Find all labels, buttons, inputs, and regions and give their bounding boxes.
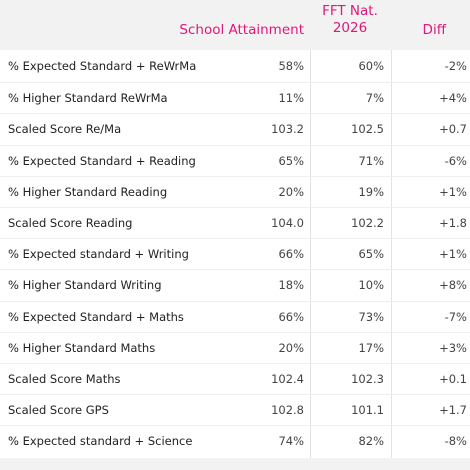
national-value: 82%: [358, 434, 384, 449]
diff-value: +1%: [439, 184, 467, 199]
diff-value: -6%: [444, 153, 467, 168]
diff-value: +1.7: [439, 403, 467, 418]
national-value: 102.2: [351, 216, 384, 230]
table-row: % Expected Standard + Reading 65% 71% -6%: [0, 144, 470, 176]
row-label: Scaled Score Maths: [8, 372, 121, 386]
national-value: 60%: [358, 59, 384, 73]
national-value: 17%: [358, 340, 384, 355]
row-label: % Expected Standard + Maths: [8, 309, 184, 324]
school-value: 65%: [278, 153, 304, 168]
national-value: 102.3: [351, 372, 384, 386]
national-value: 71%: [358, 153, 384, 168]
row-label: Scaled Score GPS: [8, 403, 109, 418]
table-row: % Expected standard + Science 74% 82% -8%: [0, 425, 470, 456]
column-divider: [391, 50, 392, 458]
table-row: % Expected standard + Writing 66% 65% +1%: [0, 238, 470, 269]
diff-value: -7%: [444, 309, 467, 324]
national-value: 101.1: [351, 403, 384, 418]
diff-value: -2%: [444, 59, 467, 73]
diff-value: +4%: [439, 91, 467, 106]
school-value: 103.2: [271, 122, 304, 137]
table-row: Scaled Score Reading 104.0 102.2 +1.8: [0, 207, 470, 238]
school-value: 11%: [278, 91, 304, 106]
row-label: % Expected Standard + Reading: [8, 153, 196, 168]
national-value: 7%: [365, 91, 384, 106]
diff-value: +0.7: [439, 122, 467, 137]
column-header: School Attainment: [179, 22, 304, 38]
school-value: 102.4: [271, 372, 304, 386]
row-label: % Higher Standard Reading: [8, 184, 168, 199]
school-value: 20%: [278, 340, 304, 355]
table-row: Scaled Score Re/Ma 103.2 102.5 +0.7: [0, 113, 470, 144]
national-value: 73%: [358, 309, 384, 324]
row-label: Scaled Score Re/Ma: [8, 122, 122, 137]
column-header: Diff: [422, 22, 446, 38]
table-row: Scaled Score Maths 102.4 102.3 +0.1: [0, 363, 470, 394]
national-value: 10%: [358, 278, 384, 293]
school-value: 58%: [278, 59, 304, 73]
column-divider: [310, 50, 311, 458]
diff-value: +8%: [439, 278, 467, 293]
row-label: % Higher Standard Maths: [8, 340, 156, 355]
column-header: FFT Nat. 2026: [322, 3, 378, 36]
national-value: 102.5: [351, 122, 384, 137]
diff-value: +0.1: [439, 372, 467, 386]
table-row: % Expected Standard + ReWrMa 58% 60% -2%: [0, 51, 470, 82]
diff-value: -8%: [444, 434, 467, 449]
diff-value: +3%: [439, 340, 467, 355]
row-label: Scaled Score Reading: [8, 216, 133, 230]
table-row: % Expected Standard + Maths 66% 73% -7%: [0, 300, 470, 332]
table-row: Scaled Score GPS 102.8 101.1 +1.7: [0, 394, 470, 425]
school-value: 104.0: [271, 216, 304, 230]
school-value: 74%: [278, 434, 304, 449]
row-label: % Higher Standard ReWrMa: [8, 91, 168, 106]
row-label: % Expected standard + Writing: [8, 247, 189, 262]
diff-value: +1%: [439, 247, 467, 262]
table-row: % Higher Standard ReWrMa 11% 7% +4%: [0, 82, 470, 113]
row-label: % Higher Standard Writing: [8, 278, 162, 293]
school-value: 20%: [278, 184, 304, 199]
national-value: 65%: [358, 247, 384, 262]
row-label: % Expected standard + Science: [8, 434, 193, 449]
table-body: % Expected Standard + ReWrMa 58% 60% -2% % H…: [0, 50, 470, 458]
table-row: % Higher Standard Maths 20% 17% +3%: [0, 331, 470, 363]
table-row: % Higher Standard Writing 18% 10% +8%: [0, 269, 470, 300]
row-label: % Expected Standard + ReWrMa: [8, 59, 197, 73]
school-value: 66%: [278, 247, 304, 262]
table-row: % Higher Standard Reading 20% 19% +1%: [0, 175, 470, 207]
school-value: 66%: [278, 309, 304, 324]
school-value: 18%: [278, 278, 304, 293]
national-value: 19%: [358, 184, 384, 199]
diff-value: +1.8: [439, 216, 467, 230]
school-value: 102.8: [271, 403, 304, 418]
